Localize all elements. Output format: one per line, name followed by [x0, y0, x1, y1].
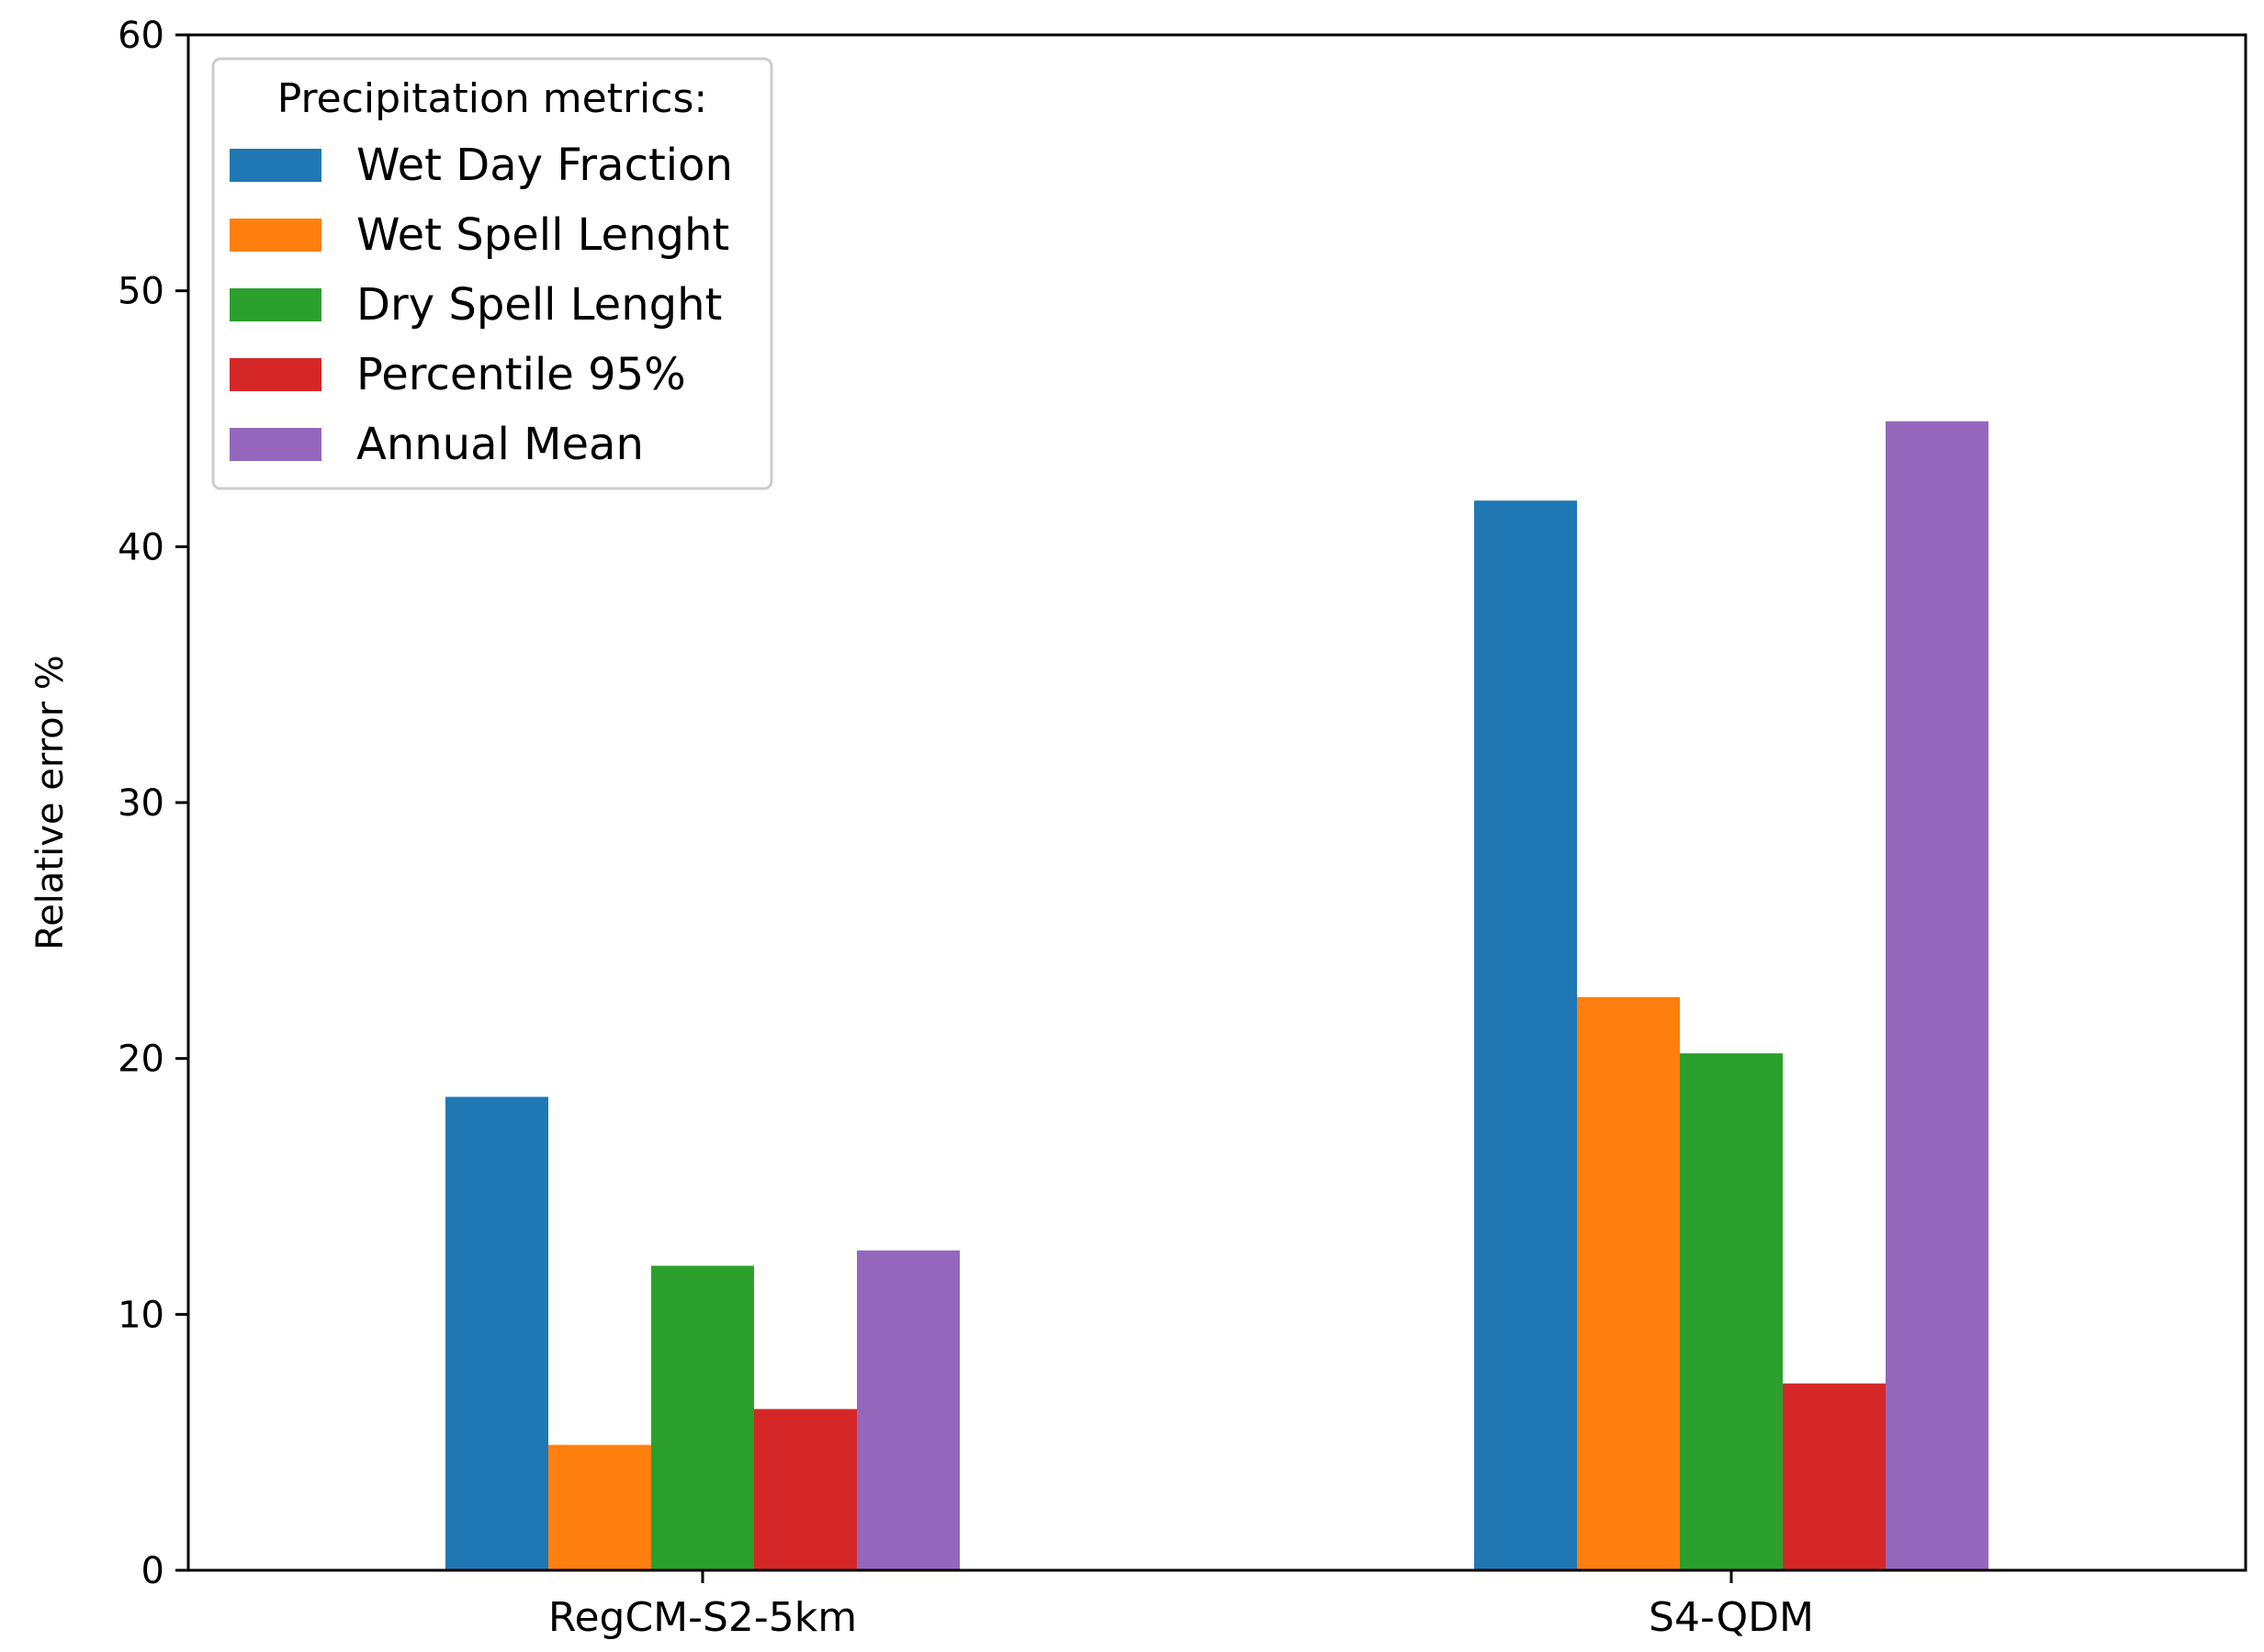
- y-tick-label: 10: [118, 1294, 164, 1336]
- legend-label: Wet Spell Lenght: [356, 209, 729, 261]
- bar-dry-spell-lenght-regcm-s2-5km: [651, 1265, 754, 1570]
- y-tick-label: 60: [118, 15, 164, 57]
- legend-title: Precipitation metrics:: [277, 75, 707, 122]
- bar-wet-day-fraction-s4-qdm: [1474, 500, 1577, 1571]
- x-tick-label: S4-QDM: [1649, 1594, 1814, 1641]
- bar-wet-day-fraction-regcm-s2-5km: [445, 1096, 548, 1570]
- legend-label: Percentile 95%: [356, 349, 686, 400]
- bar-percentile-95--s4-qdm: [1783, 1383, 1886, 1570]
- y-tick-label: 20: [118, 1039, 164, 1081]
- y-tick-label: 30: [118, 782, 164, 825]
- legend-swatch: [230, 288, 321, 321]
- legend-swatch: [230, 149, 321, 182]
- bar-dry-spell-lenght-s4-qdm: [1680, 1053, 1783, 1570]
- bar-wet-spell-lenght-s4-qdm: [1577, 996, 1680, 1570]
- bar-wet-spell-lenght-regcm-s2-5km: [548, 1444, 651, 1570]
- legend-swatch: [230, 428, 321, 461]
- legend-swatch: [230, 358, 321, 391]
- legend-label: Wet Day Fraction: [356, 140, 733, 191]
- x-tick-label: RegCM-S2-5km: [548, 1594, 857, 1641]
- y-axis-title: Relative error %: [29, 655, 72, 950]
- bars-layer: [445, 421, 1988, 1571]
- legend-label: Annual Mean: [356, 419, 644, 470]
- y-tick-label: 0: [141, 1550, 164, 1592]
- legend-label: Dry Spell Lenght: [356, 279, 722, 331]
- legend-swatch: [230, 219, 321, 252]
- legend-box: [211, 57, 773, 490]
- y-tick-label: 40: [118, 526, 164, 568]
- y-axis: 0 10 20 30 40 50 60: [118, 15, 188, 1592]
- legend: Precipitation metrics: Wet Day FractionW…: [211, 57, 773, 490]
- bar-percentile-95--regcm-s2-5km: [754, 1409, 857, 1570]
- x-axis: RegCM-S2-5km S4-QDM: [548, 1570, 1814, 1641]
- bar-annual-mean-s4-qdm: [1886, 421, 1988, 1570]
- legend-items: Wet Day Fraction Wet Spell Lenght Dry Spel…: [230, 140, 733, 470]
- y-tick-label: 50: [118, 271, 164, 313]
- bar-annual-mean-regcm-s2-5km: [857, 1250, 960, 1570]
